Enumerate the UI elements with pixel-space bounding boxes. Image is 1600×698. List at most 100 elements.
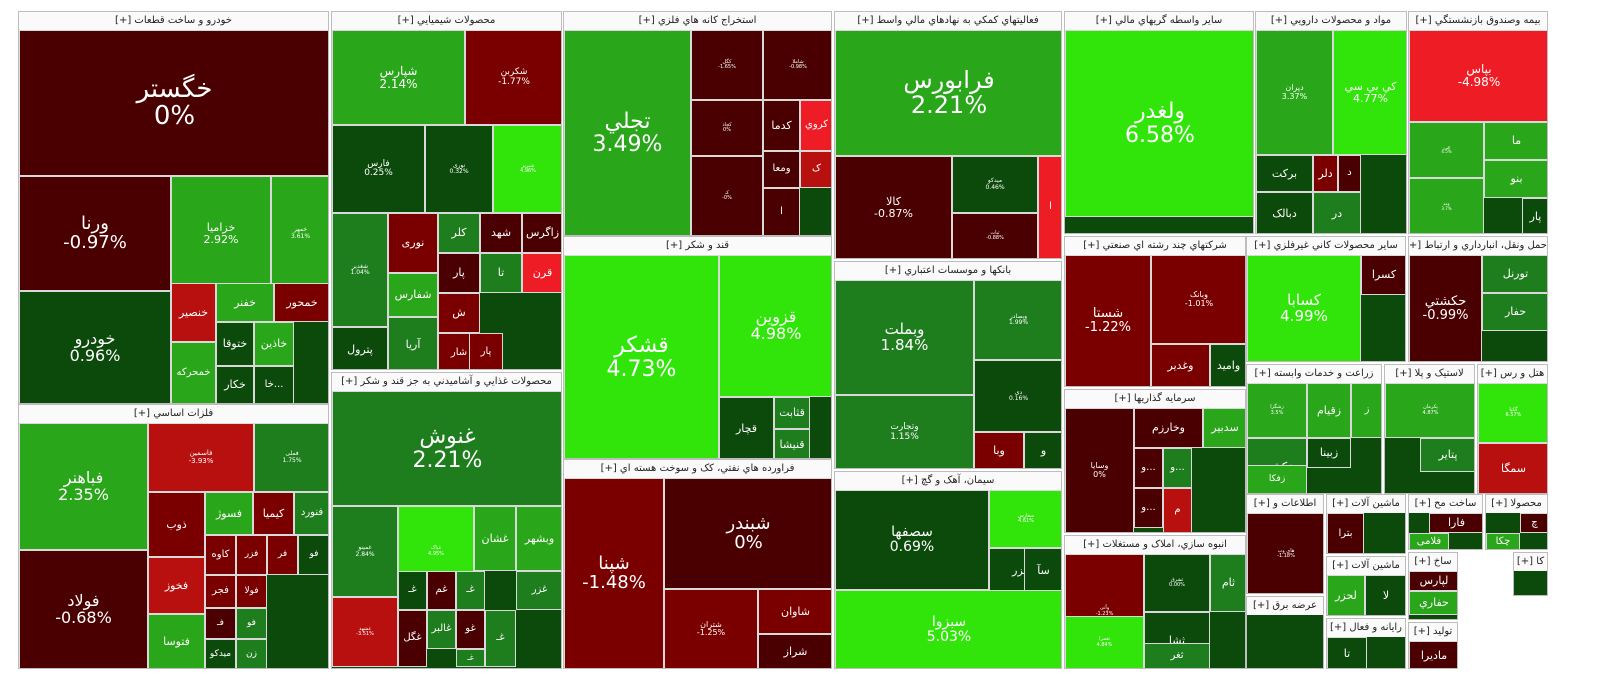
stock-tile[interactable]: کلر [438,213,480,253]
stock-tile[interactable]: حفاري [1409,591,1457,615]
stock-tile[interactable]: فاسمین -3.93% [148,423,254,492]
stock-tile[interactable]: دی 0.16% [974,360,1061,432]
stock-tile[interactable]: کالا -0.87% [835,156,952,258]
stock-tile[interactable]: گکيا 6.57% [1478,383,1547,443]
stock-tile[interactable]: فباهنر 2.35% [19,423,148,550]
sector-title[interactable]: ساير محصولات کاني غيرفلزي [+] [1247,237,1405,256]
stock-tile[interactable]: خا... [254,366,294,403]
stock-tile[interactable]: شپارس 2.14% [332,30,465,125]
stock-tile[interactable]: آریا [388,317,438,369]
stock-tile[interactable]: غو [456,610,485,649]
stock-tile[interactable]: ذوب [148,492,205,557]
stock-tile[interactable]: خنصیر [171,283,216,342]
sector-title[interactable]: فلزات اساسي [+] [19,405,328,424]
stock-tile[interactable]: سدبير [1203,408,1245,448]
stock-tile[interactable]: فر [267,535,298,575]
stock-tile[interactable]: وغدير [1151,344,1210,386]
stock-tile[interactable]: بترا [1327,513,1364,553]
stock-tile[interactable]: د [1338,155,1361,192]
sector-title[interactable]: عرضه برق [+] [1247,597,1323,616]
stock-tile[interactable]: فسوژ [205,492,253,535]
stock-tile[interactable]: ثغر [1144,643,1210,668]
stock-tile[interactable]: غگل [398,610,427,667]
stock-tile[interactable]: زشگزا 3.5% [1247,383,1307,438]
sector-title[interactable]: فعاليتهاي کمکي به نهادهاي مالي واسط [+] [835,12,1061,31]
stock-tile[interactable]: غـ [456,649,485,667]
stock-tile[interactable]: خودرو 0.96% [19,291,171,403]
stock-tile[interactable]: ثبات -0.88% [952,213,1038,258]
stock-tile[interactable]: کي بي سي 4.77% [1333,30,1406,155]
sector-title[interactable]: حمل ونقل، انبارداري و ارتباط [+] [1409,237,1547,256]
stock-tile[interactable]: و... [1134,448,1163,488]
stock-tile[interactable]: لپارس [1409,571,1457,591]
stock-tile[interactable]: وبا [974,432,1024,468]
stock-tile[interactable]: میدکو 0.46% [952,156,1038,213]
stock-tile[interactable]: سبزوا 5.03% [835,590,1061,668]
stock-tile[interactable]: نوری [388,213,438,273]
stock-tile[interactable]: شاوان [758,589,831,634]
sector-title[interactable]: زراعت و خدمات وابسته [+] [1247,365,1381,384]
stock-tile[interactable]: شراز [758,634,831,668]
stock-tile[interactable]: ش [438,293,480,333]
stock-tile[interactable]: کسرا [1361,255,1405,295]
stock-tile[interactable]: غشهد -3.51% [332,597,398,667]
stock-tile[interactable]: ومه 3.7% [1409,178,1484,233]
stock-tile[interactable]: پکرمان 4.87% [1385,383,1474,438]
stock-tile[interactable]: فرابورس 2.21% [835,30,1061,156]
sector-title[interactable]: سيمان، آهک و گچ [+] [835,472,1061,491]
sector-title[interactable]: بيمه وصندوق بازنشستگي [+] [1409,12,1547,31]
stock-tile[interactable]: شکربن -1.77% [465,30,561,125]
stock-tile[interactable]: م [1163,488,1192,532]
stock-tile[interactable]: قرن [522,253,561,293]
sector-title[interactable]: اطلاعات و [+] [1247,495,1323,514]
stock-tile[interactable]: شبندر 0% [664,478,831,589]
stock-tile[interactable]: نوری 0.32% [425,125,493,213]
stock-tile[interactable]: های وب -1.18% [1247,513,1323,593]
stock-tile[interactable]: وبشهر [516,506,561,571]
stock-tile[interactable]: فلامی [1409,533,1449,549]
stock-tile[interactable]: زن [236,639,267,668]
stock-tile[interactable]: خفنر [216,283,274,322]
stock-tile[interactable]: کروي [800,100,831,151]
stock-tile[interactable]: فـ [205,608,236,639]
stock-tile[interactable]: زفکا [1247,465,1307,493]
stock-tile[interactable]: ز [1351,383,1381,438]
stock-tile[interactable]: شتران -1.25% [664,589,758,668]
stock-tile[interactable]: خزامیا 2.92% [171,176,271,291]
stock-tile[interactable]: غـ [485,610,516,667]
stock-tile[interactable]: غم [427,571,456,610]
stock-tile[interactable]: زقيام [1307,383,1351,438]
sector-title[interactable]: رايانه و فعال [+] [1327,619,1405,638]
stock-tile[interactable]: قثابت [774,397,810,429]
stock-tile[interactable]: پترول [332,327,388,369]
stock-tile[interactable]: فو [298,535,328,575]
stock-tile[interactable]: خمحرکه [171,342,216,403]
stock-tile[interactable]: شبریز 4.96% [493,125,561,213]
stock-tile[interactable]: چکا [1486,533,1520,549]
stock-tile[interactable]: بنو [1484,160,1547,198]
stock-tile[interactable]: ومعا [763,151,800,188]
stock-tile[interactable]: کیمیا [253,492,294,535]
stock-tile[interactable]: لا [1365,575,1405,615]
stock-tile[interactable]: تجلي 3.49% [564,30,691,235]
stock-tile[interactable]: ا [1038,156,1061,258]
sector-title[interactable]: محصولات غذايي و آشاميدني به جز قند و شکر… [332,373,561,392]
stock-tile[interactable]: شهد [480,213,522,253]
sector-title[interactable]: خودرو و ساخت قطعات [+] [19,12,328,31]
stock-tile[interactable]: زاگرس [522,213,561,253]
stock-tile[interactable]: سصفها 0.69% [835,490,989,590]
stock-tile[interactable]: وبانک -1.01% [1151,255,1245,344]
sector-title[interactable]: تولید [+] [1409,623,1457,642]
stock-tile[interactable]: وبصادر 1.99% [974,280,1061,360]
sector-title[interactable]: محصولا [+] [1486,495,1547,514]
stock-tile[interactable]: در [1313,192,1361,233]
stock-tile[interactable]: دپران 3.37% [1256,30,1333,155]
stock-tile[interactable]: کگل -1.65% [691,30,763,100]
stock-tile[interactable]: شفارس [388,273,438,317]
stock-tile[interactable]: غزر [516,571,561,610]
stock-tile[interactable]: تورنل [1482,255,1547,293]
stock-tile[interactable]: خگستر 0% [19,30,328,176]
stock-tile[interactable]: پار [469,333,503,369]
sector-title[interactable]: لاستيک و پلا [+] [1385,365,1474,384]
stock-tile[interactable]: کسابا 4.99% [1247,255,1361,361]
